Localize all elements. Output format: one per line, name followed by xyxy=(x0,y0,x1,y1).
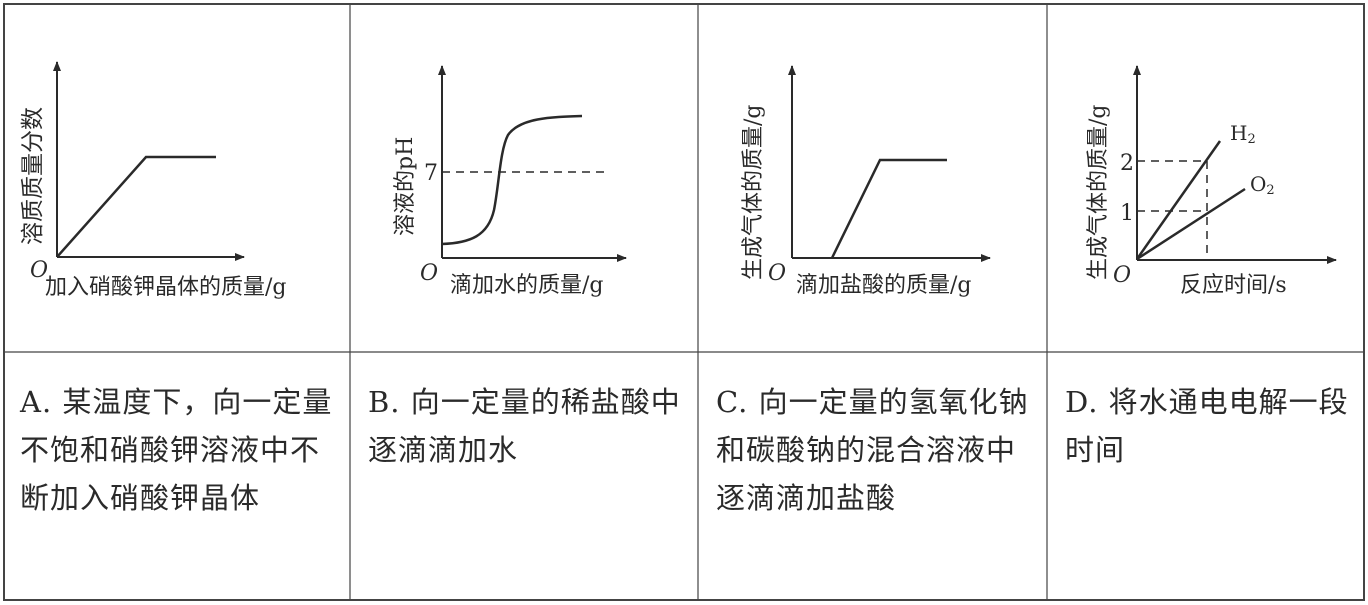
graph-c xyxy=(788,65,991,262)
option-c-text: C. 向一定量的氢氧化钠和碳酸钠的混合溶液中逐滴滴加盐酸 xyxy=(716,385,1029,515)
x-axis-label: 加入硝酸钾晶体的质量/g xyxy=(45,275,287,300)
origin-label: O xyxy=(420,261,438,286)
origin-label: O xyxy=(768,261,786,286)
y-axis-label: 溶质质量分数 xyxy=(20,107,46,245)
origin-label: O xyxy=(1113,263,1131,288)
table-grid xyxy=(3,3,1365,601)
y-axis-label: 生成气体的质量/g xyxy=(741,105,766,281)
curve-a xyxy=(56,155,216,258)
x-axis-label: 反应时间/s xyxy=(1180,273,1287,298)
x-axis-label: 滴加盐酸的质量/g xyxy=(796,273,972,298)
y-tick-1: 1 xyxy=(1120,201,1134,226)
origin-label: O xyxy=(30,258,48,283)
x-axis-label: 滴加水的质量/g xyxy=(450,273,604,298)
curve-b xyxy=(441,114,583,246)
curve-c xyxy=(830,158,947,259)
line-h2 xyxy=(1135,140,1222,260)
y-axis-label: 生成气体的质量/g xyxy=(1086,105,1111,281)
series-label-h2: H2 xyxy=(1230,121,1256,147)
y-tick-2: 2 xyxy=(1120,151,1134,176)
option-a-text: A. 某温度下，向一定量不饱和硝酸钾溶液中不断加入硝酸钾晶体 xyxy=(20,385,333,515)
option-b-text: B. 向一定量的稀盐酸中逐滴滴加水 xyxy=(368,385,681,467)
ph-tick-label: 7 xyxy=(424,161,438,186)
y-axis-label: 溶液的pH xyxy=(393,137,418,236)
graph-d xyxy=(1133,65,1337,264)
graph-a xyxy=(53,61,245,261)
line-o2 xyxy=(1136,187,1246,261)
graph-b xyxy=(438,65,627,262)
option-d-text: D. 将水通电电解一段时间 xyxy=(1065,385,1349,467)
series-label-o2: O2 xyxy=(1250,172,1275,198)
